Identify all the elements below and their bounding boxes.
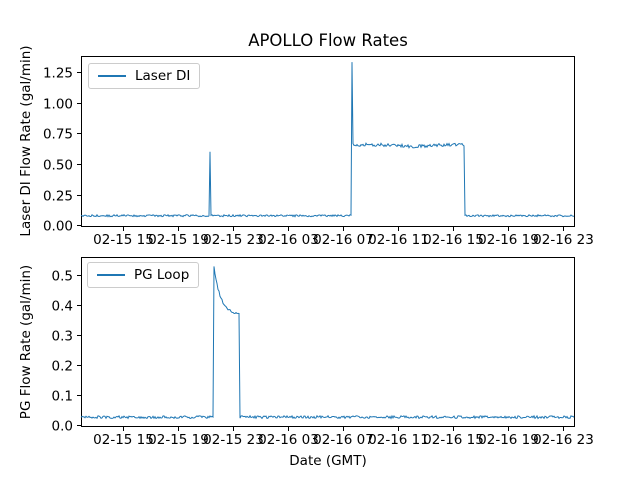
x-tick-label: 02-16 07 [313, 432, 374, 448]
axes-frame [81, 56, 575, 227]
x-tick-label: 02-15 19 [148, 232, 209, 248]
axes-frame [81, 257, 575, 427]
x-tick-label: 02-15 19 [148, 432, 209, 448]
legend-pg-loop: PG Loop [87, 262, 200, 288]
y-tick-label: 1.00 [43, 96, 73, 112]
bottom-y-axis-label: PG Flow Rate (gal/min) [18, 264, 34, 420]
y-tick-label: 0.25 [43, 188, 73, 204]
x-tick-label: 02-16 03 [258, 232, 319, 248]
x-tick-label: 02-16 19 [478, 432, 539, 448]
top-y-axis-label: Laser DI Flow Rate (gal/min) [18, 45, 34, 237]
figure-title: APOLLO Flow Rates [248, 31, 408, 50]
series-line-laser-di [80, 62, 575, 218]
x-tick-label: 02-16 07 [313, 232, 374, 248]
x-tick-label: 02-16 15 [423, 232, 484, 248]
x-tick-label: 02-16 11 [368, 432, 429, 448]
x-tick-label: 02-15 15 [93, 432, 154, 448]
x-tick-label: 02-16 15 [423, 432, 484, 448]
x-tick-label: 02-15 23 [203, 432, 264, 448]
y-tick-label: 0.50 [43, 157, 73, 173]
x-axis-label: Date (GMT) [289, 453, 367, 469]
x-tick-label: 02-15 23 [203, 232, 264, 248]
series-line-pg-loop [80, 266, 575, 420]
x-tick-label: 02-16 19 [478, 232, 539, 248]
y-tick-label: 0.5 [52, 268, 73, 284]
x-tick-label: 02-16 23 [533, 432, 594, 448]
x-tick-label: 02-16 23 [533, 232, 594, 248]
x-tick-label: 02-16 11 [368, 232, 429, 248]
y-tick-label: 0.2 [52, 358, 73, 374]
y-tick-label: 0.00 [43, 218, 73, 234]
y-tick-label: 0.0 [52, 418, 73, 434]
x-tick-label: 02-16 03 [258, 432, 319, 448]
legend-laser-di: Laser DI [88, 63, 201, 89]
pg-loop-line-sample-icon [97, 274, 125, 276]
y-tick-label: 0.1 [52, 388, 73, 404]
legend-pg-loop-label: PG Loop [134, 267, 190, 283]
y-tick-label: 1.25 [43, 65, 73, 81]
y-tick-label: 0.3 [52, 328, 73, 344]
y-tick-label: 0.4 [52, 298, 73, 314]
laser-di-line-sample-icon [98, 75, 126, 77]
y-tick-label: 0.75 [43, 126, 73, 142]
x-tick-label: 02-15 15 [93, 232, 154, 248]
legend-laser-di-label: Laser DI [135, 68, 191, 84]
